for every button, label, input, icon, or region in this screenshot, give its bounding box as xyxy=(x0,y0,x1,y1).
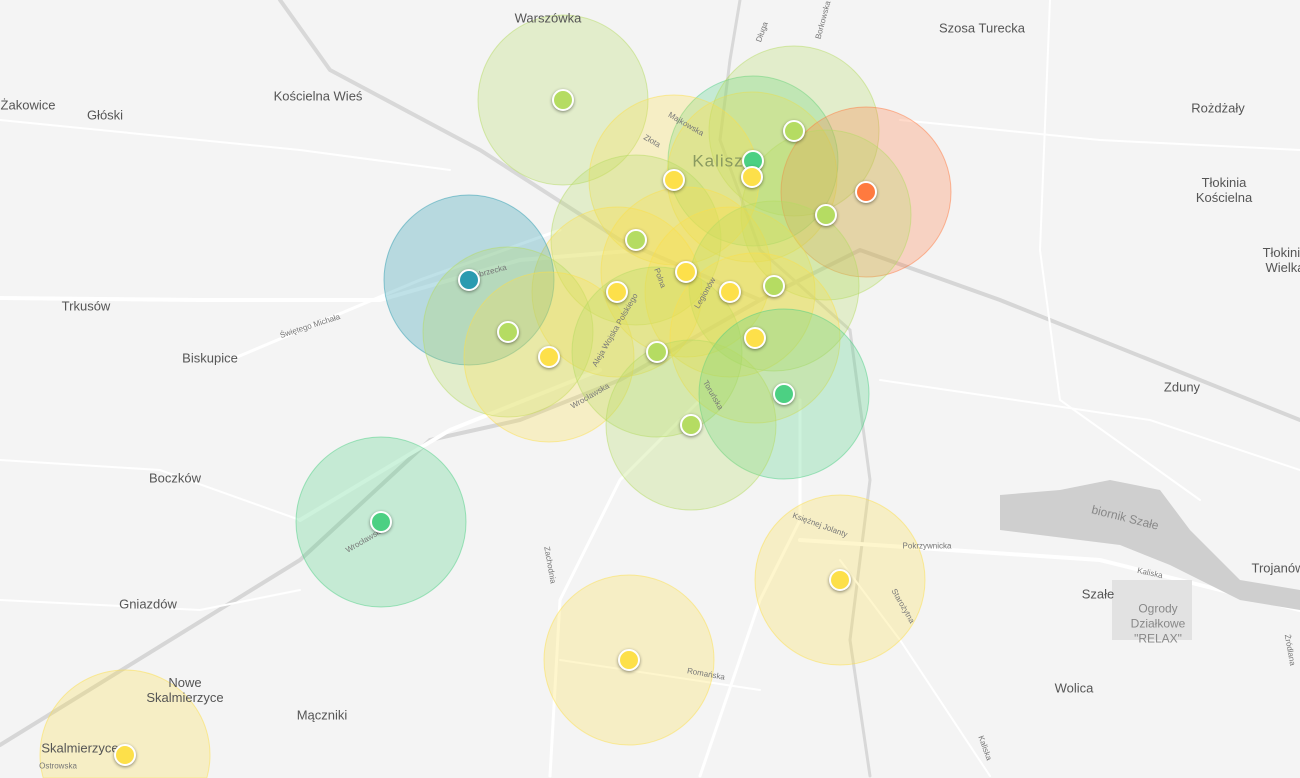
coverage-circles xyxy=(39,14,952,778)
station-marker[interactable] xyxy=(625,229,647,251)
place-label: Boczków xyxy=(148,470,202,486)
station-marker[interactable] xyxy=(829,569,851,591)
place-label: Kalisz xyxy=(692,151,744,171)
station-marker[interactable] xyxy=(815,204,837,226)
station-marker[interactable] xyxy=(741,166,763,188)
street-label: Pokrzywnicka xyxy=(902,541,952,551)
station-marker[interactable] xyxy=(680,414,702,436)
place-label: Żakowice xyxy=(0,97,56,113)
place-label: Trkusów xyxy=(61,298,111,314)
place-label: Biskupice xyxy=(182,350,238,366)
station-marker[interactable] xyxy=(773,383,795,405)
place-label: Ogrody Działkowe "RELAX" xyxy=(1130,601,1186,646)
station-marker[interactable] xyxy=(855,181,877,203)
place-label: Szałe xyxy=(1081,586,1115,602)
place-label: Szosa Turecka xyxy=(939,20,1025,36)
place-label: Gniazdów xyxy=(119,596,177,612)
place-label: Rożdżały xyxy=(1191,100,1245,116)
station-marker[interactable] xyxy=(744,327,766,349)
station-marker[interactable] xyxy=(675,261,697,283)
street-label: Ostrowska xyxy=(39,761,77,771)
coverage-circle xyxy=(39,669,211,778)
place-label: Warszówka xyxy=(514,10,582,26)
station-marker[interactable] xyxy=(538,346,560,368)
place-label: Zduny xyxy=(1163,379,1201,395)
station-marker[interactable] xyxy=(370,511,392,533)
station-marker[interactable] xyxy=(719,281,741,303)
station-marker[interactable] xyxy=(458,269,480,291)
allotment-area xyxy=(1112,580,1192,640)
station-marker[interactable] xyxy=(783,120,805,142)
reservoir xyxy=(1000,480,1300,610)
station-marker[interactable] xyxy=(497,321,519,343)
station-marker[interactable] xyxy=(663,169,685,191)
station-marker[interactable] xyxy=(618,649,640,671)
station-marker[interactable] xyxy=(763,275,785,297)
place-label: Skalmierzyce xyxy=(41,740,119,756)
station-marker[interactable] xyxy=(552,89,574,111)
place-label: Trojanów xyxy=(1251,560,1300,576)
place-label: Kościelna Wieś xyxy=(273,88,363,104)
station-marker[interactable] xyxy=(114,744,136,766)
place-label: Nowe Skalmierzyce xyxy=(146,675,224,705)
place-label: Tłokinia Kościelna xyxy=(1195,175,1253,205)
place-label: Głóski xyxy=(86,107,124,123)
station-marker[interactable] xyxy=(606,281,628,303)
place-label: Mączniki xyxy=(296,707,348,723)
station-marker[interactable] xyxy=(646,341,668,363)
place-label: Wolica xyxy=(1054,680,1094,696)
place-label: Tłokinia Wielka xyxy=(1262,245,1300,275)
